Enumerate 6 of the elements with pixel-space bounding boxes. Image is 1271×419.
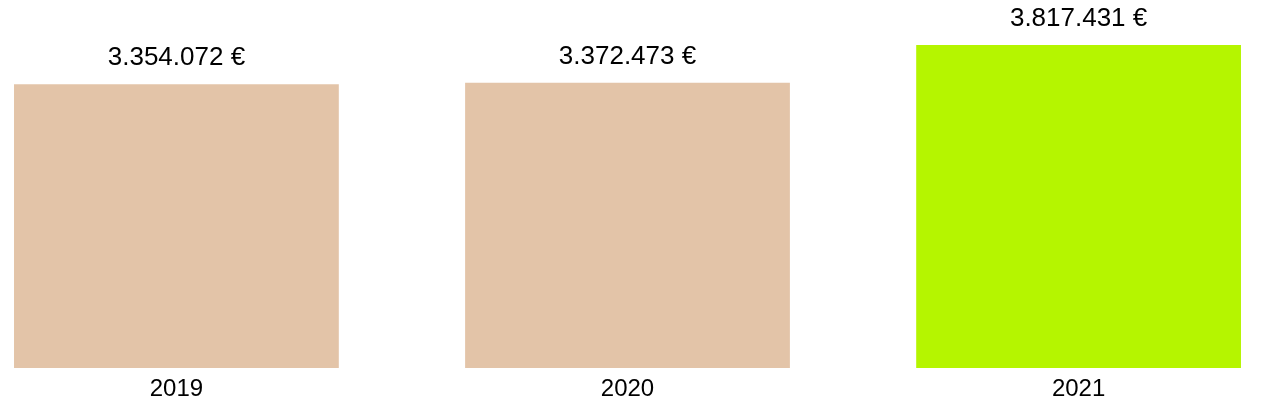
x-tick-label: 2020 [600, 373, 655, 401]
data-label: 3.372.473 € [558, 39, 697, 70]
data-label: 3.354.072 € [107, 41, 246, 72]
data-label: 3.817.431 € [1009, 2, 1148, 32]
x-tick-label: 2019 [149, 373, 204, 401]
x-tick-label: 2021 [1051, 373, 1106, 401]
